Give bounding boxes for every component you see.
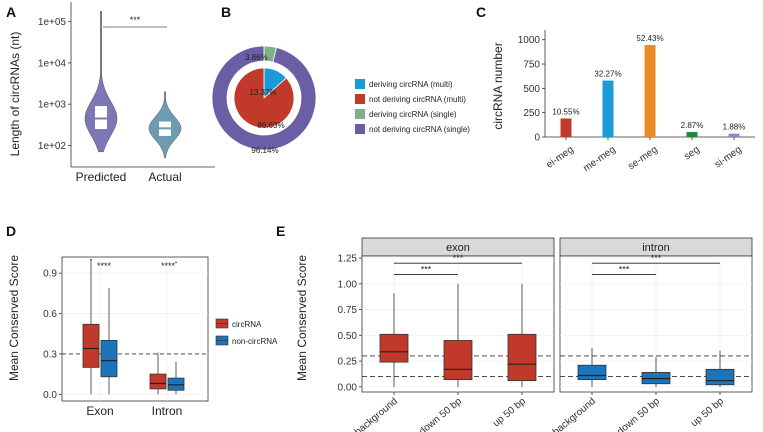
box-exon-down-50-bp <box>443 340 473 381</box>
panel-d-ylabel: Mean Conserved Score <box>7 255 21 381</box>
legend-swatch-deriving-single <box>355 109 365 119</box>
pie-slice-outer-not-deriving <box>211 45 317 151</box>
box-intron-background <box>577 364 607 381</box>
panel-a-ytick-label: 1e+04 <box>38 58 67 69</box>
panel-e-ylabel: Mean Conserved Score <box>295 255 309 381</box>
panel-e-ytick-label: 0.50 <box>338 331 358 342</box>
pie-slice-inner-not-deriving <box>233 67 295 129</box>
panel-e-sig-label-up: *** <box>651 253 662 263</box>
box-circrna-intron <box>149 373 167 390</box>
panel-label-d: D <box>6 223 16 239</box>
panel-e-xtick-label: background <box>551 396 598 432</box>
bar-ei-meg <box>560 118 572 137</box>
box-exon-background <box>379 333 409 363</box>
panel-c: C circRNA number 0 250 500 750 1000 10.55% ei… <box>476 4 755 174</box>
panel-a-ytick-label: 1e+02 <box>38 141 67 152</box>
box-non-circrna-exon <box>100 340 118 378</box>
panel-d-xtick-exon: Exon <box>86 404 113 418</box>
panel-e-ytick-label: 1.25 <box>338 254 358 265</box>
box-exon-up-50-bp <box>507 333 537 382</box>
bar-si-meg <box>728 133 740 137</box>
panel-b: B 3.86% 13.37% 86.63% 96.14% deriving ci… <box>211 4 470 155</box>
panel-e-ytick-label: 1.00 <box>338 279 358 290</box>
box-non-circrna-intron <box>167 377 185 391</box>
panel-a-xtick-predicted: Predicted <box>76 170 127 184</box>
pie-label-inner-not-deriving: 86.63% <box>257 121 284 130</box>
legend-label-non-circrna: non-circRNA <box>232 337 278 346</box>
bar-value-label: 2.87% <box>681 121 704 130</box>
box-circrna-exon <box>82 323 100 368</box>
panel-d-ytick-label: 0.3 <box>43 349 57 360</box>
panel-e-sig-label-up: *** <box>453 253 464 263</box>
pie-label-inner-deriving: 13.37% <box>249 88 276 97</box>
facet-label-exon: exon <box>446 242 470 254</box>
bar-value-label: 10.55% <box>552 108 579 117</box>
panel-label-e: E <box>276 223 285 239</box>
panel-e-sig-label-down: *** <box>421 265 432 275</box>
pie-legend: deriving circRNA (multi) not deriving ci… <box>355 79 470 134</box>
legend-swatch-deriving-multi <box>355 79 365 89</box>
panel-d-outlier-point <box>175 261 177 264</box>
bar-value-label: 32.27% <box>594 70 621 79</box>
panel-a: A Length of circRNAs (nt) 1e+02 1e+03 1e+0… <box>6 2 215 184</box>
panel-d-ytick-label: 0.6 <box>43 309 57 320</box>
panel-e-sig-label-down: *** <box>619 265 630 275</box>
box-intron-up-50-bp <box>705 368 735 386</box>
legend-label-deriving-single: deriving circRNA (single) <box>369 110 457 119</box>
legend-label-circrna: circRNA <box>232 320 262 329</box>
panel-c-xtick-label: seg <box>682 144 702 162</box>
bar-value-label: 52.43% <box>636 34 663 43</box>
bar-seg <box>686 131 698 137</box>
legend-swatch-not-deriving-multi <box>355 94 365 104</box>
bar-value-label: 1.88% <box>723 123 746 132</box>
panel-label-c: C <box>476 4 486 20</box>
panel-c-xtick-label: si-meg <box>713 144 744 170</box>
panel-d-ytick-label: 0.0 <box>43 390 57 401</box>
panel-label-b: B <box>221 4 231 20</box>
panel-d-outlier-point <box>90 258 92 261</box>
panel-d-sig-exon: **** <box>97 261 112 271</box>
panel-a-ytick-label: 1e+05 <box>38 17 67 28</box>
facet-label-intron: intron <box>642 242 670 254</box>
legend-label-not-deriving-multi: not deriving circRNA (multi) <box>369 95 466 104</box>
panel-label-a: A <box>6 4 16 20</box>
bar-me-meg <box>602 80 614 137</box>
panel-c-ylabel: circRNA number <box>491 42 505 129</box>
pie-label-outer-not-deriving: 96.14% <box>251 146 278 155</box>
panel-c-xtick-label: se-meg <box>626 144 660 172</box>
panel-e-xtick-label: background <box>353 396 400 432</box>
panel-e: E Mean Conserved Score exon intron 0.00 0… <box>276 223 753 432</box>
panel-c-ytick-label: 250 <box>523 108 540 119</box>
panel-d: D Mean Conserved Score 0.0 0.3 0.6 0.9 ****… <box>6 223 278 418</box>
legend-swatch-not-deriving-single <box>355 124 365 134</box>
panel-d-legend: circRNA non-circRNA <box>215 318 278 346</box>
violin-predicted <box>84 10 118 153</box>
panel-c-ytick-label: 1000 <box>518 35 541 46</box>
panel-e-ytick-label: 0.75 <box>338 305 358 316</box>
bar-se-meg <box>644 45 656 138</box>
legend-label-not-deriving-single: not deriving circRNA (single) <box>369 125 470 134</box>
panel-a-ylabel: Length of circRNAs (nt) <box>8 32 22 157</box>
panel-e-xtick-label: up 50 bp <box>689 396 726 430</box>
panel-e-xtick-label: down 50 bp <box>615 396 662 432</box>
panel-c-ytick-label: 0 <box>534 133 540 144</box>
panel-e-xtick-label: down 50 bp <box>417 396 464 432</box>
legend-label-deriving-multi: deriving circRNA (multi) <box>369 80 453 89</box>
panel-e-xtick-label: up 50 bp <box>491 396 528 430</box>
panel-e-ytick-label: 0.00 <box>338 382 358 393</box>
panel-c-ytick-label: 500 <box>523 84 540 95</box>
panel-a-xtick-actual: Actual <box>148 170 181 184</box>
panel-d-sig-intron: **** <box>161 261 176 271</box>
panel-d-ytick-label: 0.9 <box>43 269 57 280</box>
panel-a-ytick-label: 1e+03 <box>38 100 67 111</box>
pie-label-outer-deriving: 3.86% <box>245 53 268 62</box>
panel-d-xtick-intron: Intron <box>152 404 183 418</box>
panel-c-xtick-label: me-meg <box>581 144 617 174</box>
panel-a-sig-label: *** <box>130 15 141 25</box>
panel-e-ytick-label: 0.25 <box>338 357 358 368</box>
panel-c-ytick-label: 750 <box>523 60 540 71</box>
panel-c-xtick-label: ei-meg <box>544 144 575 171</box>
